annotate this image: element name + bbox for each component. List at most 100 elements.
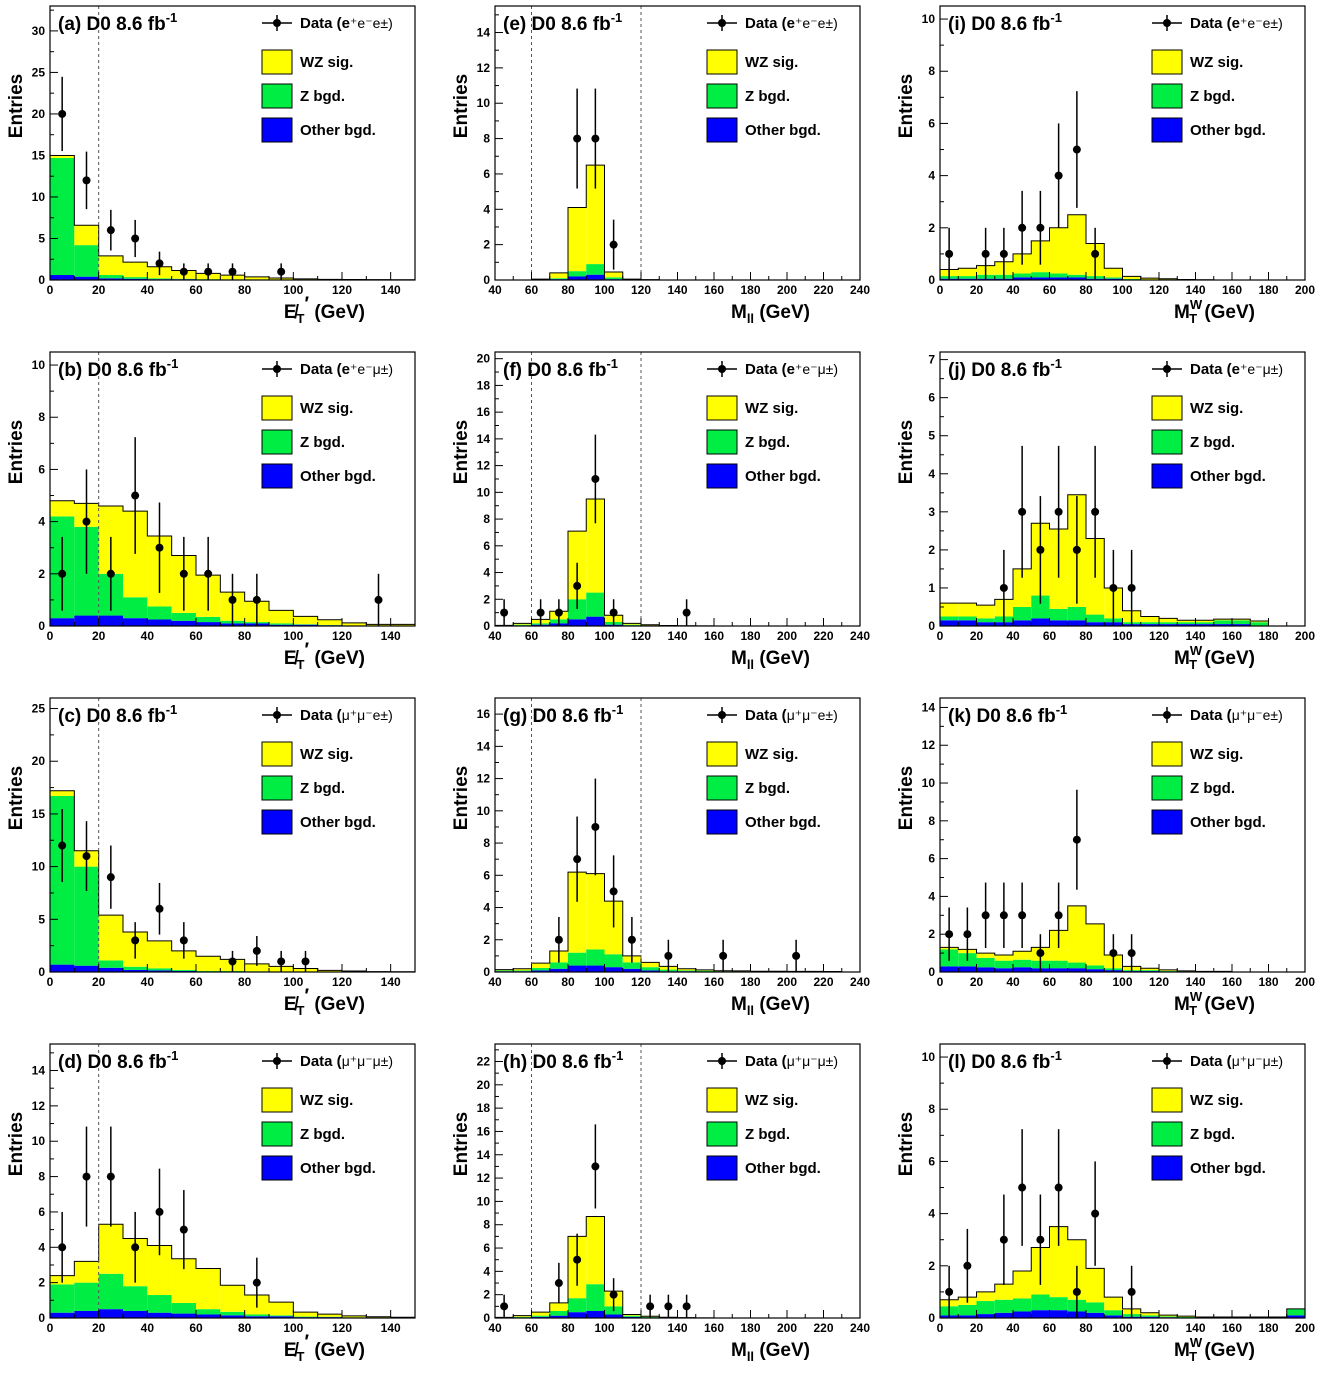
z-bgd-bar [568,271,586,276]
legend-other-bgd-label: Other bgd. [745,468,821,485]
x-tick-label: 60 [189,283,203,297]
legend-z-bgd-swatch [707,430,737,454]
y-tick-label: 20 [32,107,46,121]
wz-sig-bar [1013,1271,1031,1298]
legend-data-marker [1163,365,1171,373]
z-bgd-bar [958,1305,976,1315]
data-point [1109,584,1117,592]
x-tick-label: 140 [667,283,687,297]
z-bgd-bar [147,1295,171,1313]
panel-tag: (d) D0 8.6 fb-1 [58,1048,178,1073]
x-axis-title: Mll (GeV) [731,302,810,326]
wz-sig-bar [1086,924,1104,966]
x-tick-label: 60 [1043,283,1057,297]
legend-data-label: Data (e⁺e⁻μ±) [745,361,838,378]
other-bgd-bar [99,1309,123,1318]
x-tick-label: 220 [813,975,833,989]
legend-other-bgd-label: Other bgd. [1190,1160,1266,1177]
panel-tag: (b) D0 8.6 fb-1 [58,356,178,381]
z-bgd-bar [147,606,171,619]
legend-data-label: Data (μ⁺μ⁻μ±) [1190,1053,1283,1070]
x-tick-label: 100 [594,629,614,643]
x-tick-label: 100 [594,1321,614,1335]
panel-tag: (f) D0 8.6 fb-1 [503,356,618,381]
z-bgd-bar [1141,970,1159,971]
legend-data-label: Data (e⁺e⁻e±) [745,15,838,32]
plot-frame [940,1044,1305,1318]
plot-frame [495,352,860,626]
z-bgd-bar [1159,971,1177,972]
histogram-stack [495,499,860,626]
wz-sig-bar [220,1285,244,1312]
data-point [107,1173,115,1181]
y-tick-label: 8 [483,836,490,850]
x-tick-label: 40 [488,629,502,643]
data-point [58,1243,66,1251]
x-tick-label: 200 [1295,629,1315,643]
legend-z-bgd-swatch [707,1122,737,1146]
histogram-stack [495,165,860,280]
other-bgd-bar [568,1312,586,1318]
x-tick-label: 120 [1149,629,1169,643]
data-point [500,1302,508,1310]
x-tick-label: 20 [92,1321,106,1335]
x-tick-label: 40 [488,975,502,989]
wz-sig-bar [550,273,568,278]
other-bgd-bar [147,619,171,626]
legend-data-marker [1163,1057,1171,1065]
wz-sig-bar [550,1303,568,1311]
wz-sig-bar [99,256,123,275]
x-tick-label: 0 [47,283,54,297]
x-tick-label: 160 [704,1321,724,1335]
x-tick-label: 240 [850,283,870,297]
legend-data-marker [718,711,726,719]
data-point [610,1291,618,1299]
x-tick-label: 80 [1079,1321,1093,1335]
data-point [555,609,563,617]
z-bgd-bar [586,593,604,617]
z-bgd-bar [1068,607,1086,620]
z-bgd-bar [568,953,586,966]
y-tick-label: 4 [928,169,935,183]
y-tick-label: 2 [483,238,490,252]
z-bgd-bar [1031,272,1049,277]
y-tick-label: 20 [32,754,46,768]
legend: Data (μ⁺μ⁻e±)WZ sig.Z bgd.Other bgd. [707,707,838,834]
other-bgd-bar [1086,1313,1104,1318]
other-bgd-bar [940,620,958,626]
y-axis-title: Entries [6,766,27,830]
x-tick-label: 60 [189,1321,203,1335]
x-tick-label: 0 [937,1321,944,1335]
x-tick-label: 180 [740,975,760,989]
x-tick-label: 40 [141,283,155,297]
legend: Data (e⁺e⁻e±)WZ sig.Z bgd.Other bgd. [707,15,838,142]
data-point [131,234,139,242]
y-tick-label: 14 [477,739,491,753]
z-bgd-bar [1068,275,1086,278]
x-tick-label: 100 [594,975,614,989]
data-point [555,936,563,944]
panel-tag: (h) D0 8.6 fb-1 [503,1048,623,1073]
y-tick-label: 10 [922,12,936,26]
x-axis-title: E̸T′ (GeV) [284,640,365,672]
z-bgd-bar [605,277,623,279]
legend-z-bgd-swatch [262,776,292,800]
x-tick-label: 60 [1043,1321,1057,1335]
other-bgd-bar [1050,1310,1068,1318]
data-point [277,268,285,276]
plot-frame [50,6,415,280]
z-bgd-bar [532,968,550,970]
legend-other-bgd-swatch [707,810,737,834]
y-axis-title: Entries [896,420,917,484]
z-bgd-bar [1013,273,1031,277]
wz-sig-bar [1068,215,1086,275]
legend-data-marker [1163,19,1171,27]
legend-other-bgd-swatch [707,1156,737,1180]
legend-wz-sig-label: WZ sig. [1190,746,1243,763]
data-point [573,1256,581,1264]
other-bgd-bar [1068,620,1086,626]
